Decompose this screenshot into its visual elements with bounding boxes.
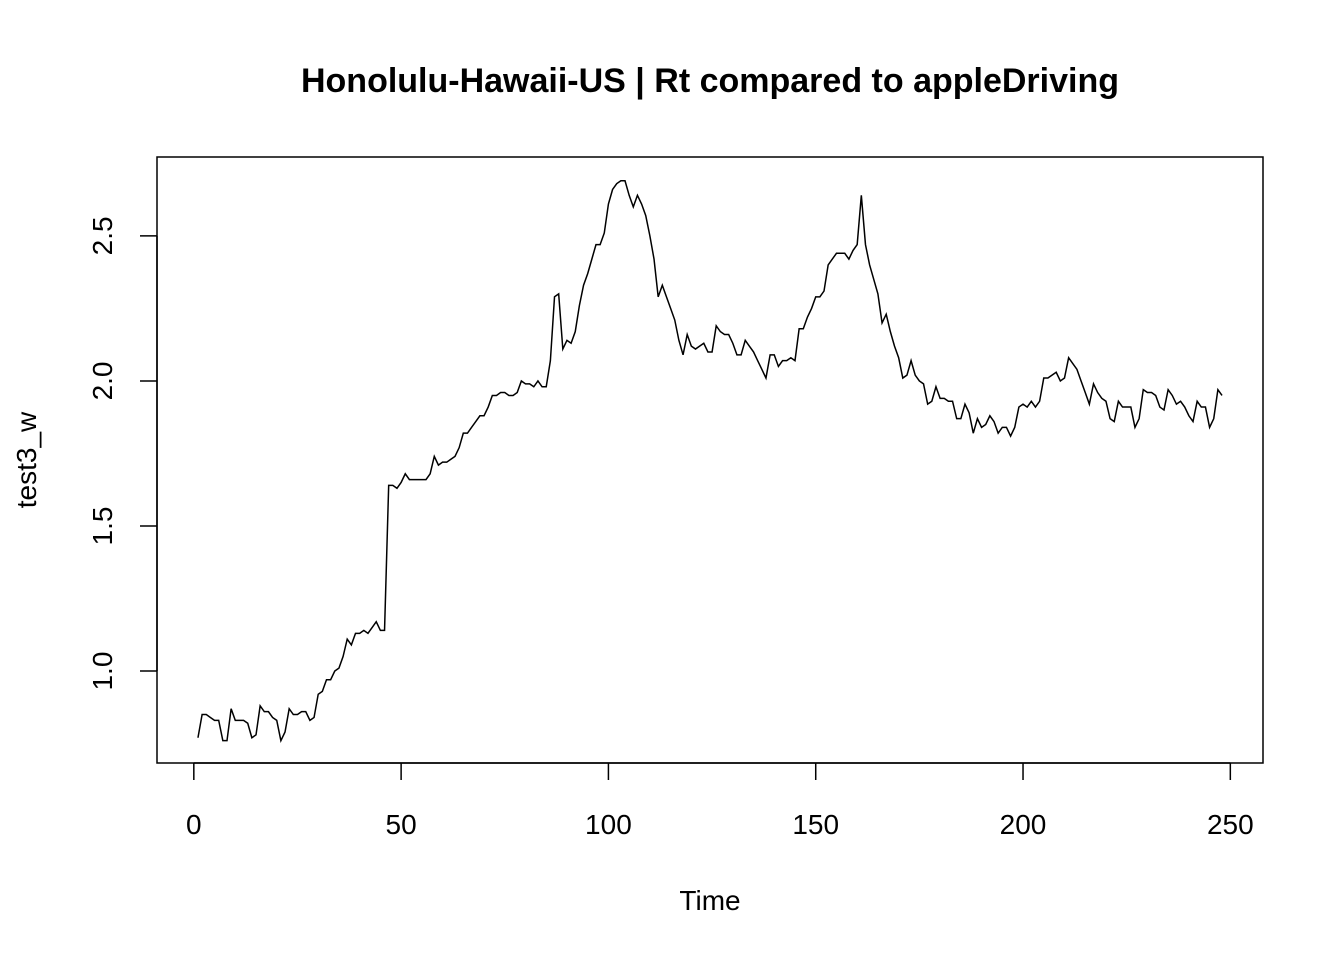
y-tick-label: 1.5 bbox=[87, 507, 118, 546]
x-tick-label: 150 bbox=[792, 809, 839, 840]
x-tick-label: 50 bbox=[386, 809, 417, 840]
x-tick-label: 200 bbox=[1000, 809, 1047, 840]
chart-title: Honolulu-Hawaii-US | Rt compared to appl… bbox=[301, 62, 1119, 100]
plot-frame bbox=[156, 156, 1264, 764]
y-tick-label: 1.0 bbox=[87, 652, 118, 691]
x-tick-label: 0 bbox=[186, 809, 202, 840]
data-line bbox=[197, 180, 1223, 744]
x-tick-label: 250 bbox=[1207, 809, 1254, 840]
y-tick-label: 2.5 bbox=[87, 216, 118, 255]
y-tick-label: 2.0 bbox=[87, 361, 118, 400]
y-axis-label: test3_w bbox=[11, 411, 42, 508]
x-axis-label: Time bbox=[679, 885, 740, 916]
x-tick-label: 100 bbox=[585, 809, 632, 840]
